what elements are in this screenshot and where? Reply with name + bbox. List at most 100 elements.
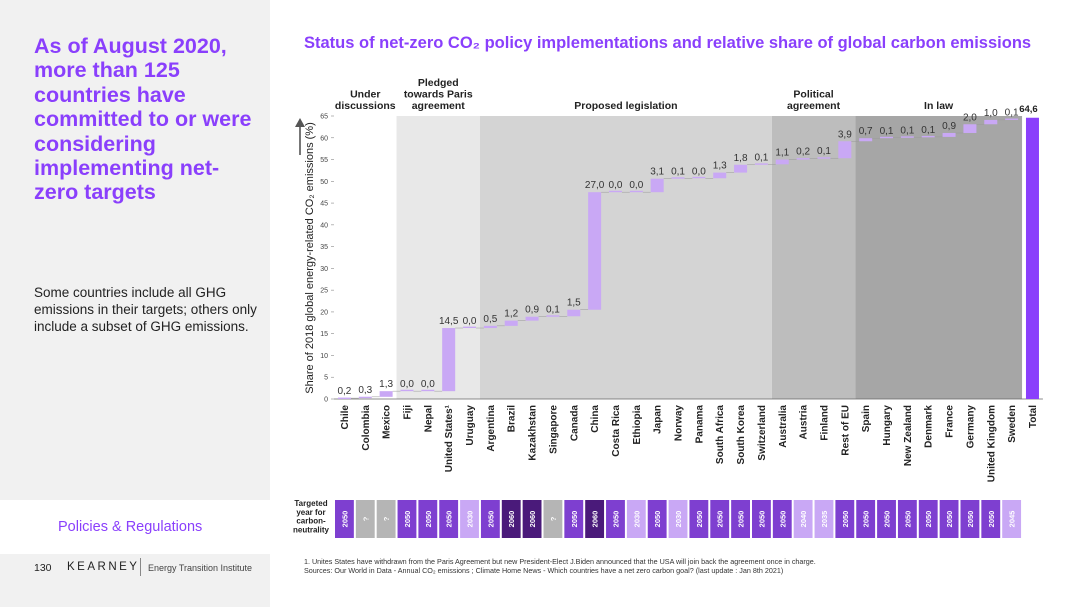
waterfall-bar bbox=[859, 138, 873, 142]
value-label: 0,1 bbox=[921, 125, 935, 136]
target-year-label: 2050 bbox=[486, 511, 495, 528]
value-label: 64,6 bbox=[1019, 104, 1038, 115]
waterfall-bar bbox=[421, 389, 435, 392]
group-label: Political agreement bbox=[787, 89, 841, 113]
value-label: 0,5 bbox=[483, 314, 497, 325]
category-label: Kazakhstan bbox=[528, 405, 539, 461]
section-tab[interactable]: Policies & Regulations bbox=[0, 500, 270, 554]
value-label: 0,9 bbox=[942, 121, 956, 132]
target-year-label: 2050 bbox=[945, 511, 954, 528]
target-year-label: 2050 bbox=[757, 511, 766, 528]
target-year-cell bbox=[626, 500, 646, 538]
target-year-cell bbox=[710, 500, 730, 538]
target-year-cell bbox=[543, 500, 563, 538]
waterfall-bar bbox=[608, 190, 622, 193]
target-year-cell bbox=[501, 500, 521, 538]
value-label: 1,3 bbox=[379, 379, 393, 390]
waterfall-bar bbox=[754, 163, 768, 165]
group-band bbox=[396, 116, 480, 399]
category-label: South Korea bbox=[736, 405, 747, 465]
category-label: China bbox=[590, 405, 601, 433]
value-label: 0,2 bbox=[796, 147, 810, 158]
category-label: Uruguay bbox=[465, 405, 476, 446]
target-year-label: 2050 bbox=[403, 511, 412, 528]
category-label: United Kingdom bbox=[986, 405, 997, 482]
category-label: Ethiopia bbox=[632, 405, 643, 445]
y-tick-label: 5 bbox=[324, 375, 328, 382]
target-year-label: 2035 bbox=[820, 511, 829, 528]
y-tick-label: 65 bbox=[320, 114, 328, 121]
category-label: Panama bbox=[694, 405, 705, 444]
target-year-label: 2050 bbox=[424, 511, 433, 528]
target-year-cell bbox=[522, 500, 542, 538]
category-label: Denmark bbox=[924, 405, 935, 448]
target-year-label: ? bbox=[361, 516, 370, 521]
brand-divider bbox=[140, 558, 141, 576]
group-label: Under discussions bbox=[335, 89, 396, 113]
ghg-note: Some countries include all GHG emissions… bbox=[34, 285, 257, 334]
target-year-cell bbox=[668, 500, 688, 538]
value-label: 27,0 bbox=[585, 180, 605, 191]
category-label: New Zealand bbox=[903, 405, 914, 466]
waterfall-bar bbox=[567, 309, 581, 317]
target-year-cell bbox=[835, 500, 855, 538]
target-year-cell bbox=[460, 500, 479, 538]
target-year-label: 2050 bbox=[695, 511, 704, 528]
target-year-cell bbox=[397, 500, 417, 538]
waterfall-bar bbox=[671, 177, 685, 179]
target-year-label: 2030 bbox=[466, 511, 475, 528]
target-year-cell bbox=[793, 500, 813, 538]
target-year-label: 2040 bbox=[799, 511, 808, 528]
category-label: Hungary bbox=[882, 405, 893, 446]
category-label: Austria bbox=[799, 405, 810, 440]
target-year-label: 2050 bbox=[903, 511, 912, 528]
value-label: 0,1 bbox=[817, 146, 831, 157]
target-year-label: 2050 bbox=[966, 511, 975, 528]
waterfall-bar bbox=[880, 136, 894, 139]
y-tick-label: 30 bbox=[320, 266, 328, 273]
target-year-label: 2050 bbox=[841, 511, 850, 528]
brand-subtitle: Energy Transition Institute bbox=[148, 563, 253, 573]
group-band bbox=[479, 116, 772, 399]
y-tick-label: 35 bbox=[320, 244, 328, 251]
target-year-cell bbox=[418, 500, 438, 538]
target-year-cell bbox=[897, 500, 917, 538]
target-year-label: 2050 bbox=[653, 511, 662, 528]
value-label: 1,5 bbox=[567, 298, 581, 309]
y-tick-label: 15 bbox=[320, 331, 328, 338]
target-year-cell bbox=[355, 500, 375, 538]
category-label: Total bbox=[1028, 405, 1039, 428]
waterfall-bar bbox=[713, 172, 727, 179]
waterfall-bar bbox=[358, 396, 372, 399]
waterfall-bar bbox=[504, 320, 518, 326]
value-label: 0,1 bbox=[900, 125, 914, 136]
y-tick-label: 55 bbox=[320, 157, 328, 164]
target-year-cell bbox=[647, 500, 667, 538]
category-label: Switzerland bbox=[757, 405, 768, 461]
target-year-label: 2050 bbox=[862, 511, 871, 528]
waterfall-bar bbox=[900, 136, 914, 138]
category-label: Brazil bbox=[507, 405, 518, 432]
target-year-cell bbox=[376, 500, 396, 538]
value-label: 0,0 bbox=[629, 180, 643, 191]
waterfall-bar bbox=[546, 315, 560, 317]
value-label: 0,0 bbox=[421, 379, 435, 390]
target-year-cell bbox=[814, 500, 834, 538]
y-axis-arrow-head bbox=[295, 118, 305, 127]
target-year-label: 2050 bbox=[924, 511, 933, 528]
value-label: 0,9 bbox=[525, 305, 539, 316]
y-tick-label: 40 bbox=[320, 222, 328, 229]
category-label: Canada bbox=[569, 405, 580, 442]
waterfall-bar bbox=[442, 328, 456, 392]
value-label: 1,3 bbox=[713, 161, 727, 172]
y-tick-label: 10 bbox=[320, 353, 328, 360]
target-year-cell bbox=[439, 500, 459, 538]
target-year-label: 2050 bbox=[716, 511, 725, 528]
y-axis-label: Share of 2018 global energy-related CO₂ … bbox=[304, 122, 316, 393]
category-label: Chile bbox=[340, 405, 351, 430]
total-bar bbox=[1025, 117, 1039, 399]
y-tick-label: 45 bbox=[320, 201, 328, 208]
category-label: Australia bbox=[778, 405, 789, 448]
value-label: 1,8 bbox=[734, 153, 748, 164]
